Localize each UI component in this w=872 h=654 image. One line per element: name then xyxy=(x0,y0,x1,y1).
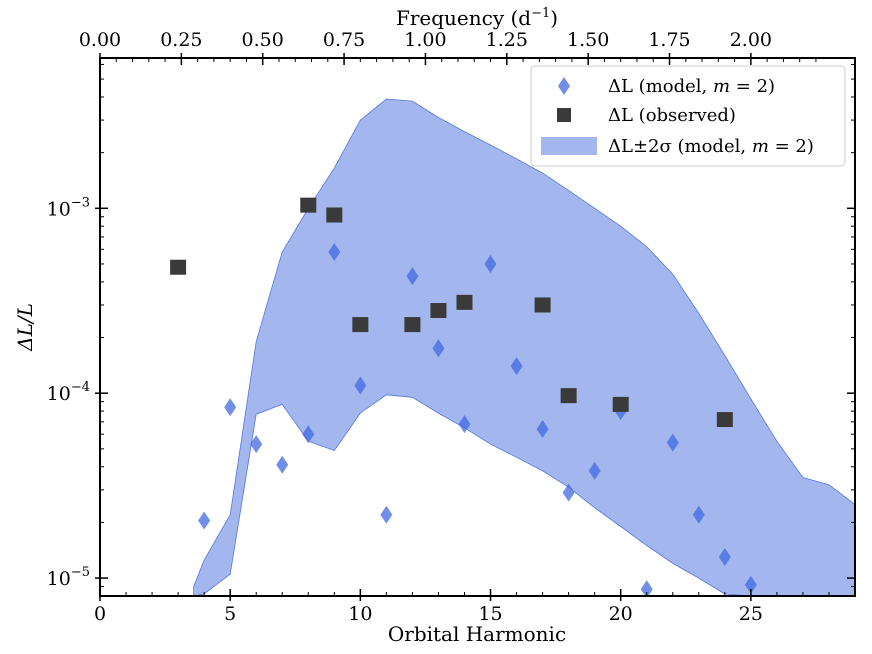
top-tick-label-0: 0.00 xyxy=(79,29,121,51)
model-point-1 xyxy=(224,398,237,417)
model-point-9 xyxy=(432,339,445,358)
top-tick-label-5: 1.25 xyxy=(486,29,528,51)
x-tick-label-1: 5 xyxy=(224,603,236,625)
observed-point-9 xyxy=(612,396,629,412)
observed-point-10 xyxy=(716,412,733,428)
model-point-15 xyxy=(588,461,601,480)
x-tick-label-3: 15 xyxy=(478,603,502,625)
model-point-3 xyxy=(276,455,289,474)
model-point-17 xyxy=(640,580,653,596)
legend-label-observed: ΔL (observed) xyxy=(608,105,736,126)
legend-label-model: ΔL (model, m = 2) xyxy=(608,76,775,97)
model-point-4 xyxy=(302,425,315,444)
observed-point-7 xyxy=(534,297,551,313)
legend-box xyxy=(530,65,846,167)
legend-label-band: ΔL±2σ (model, m = 2) xyxy=(608,136,814,157)
y-tick-label-2: 10−3 xyxy=(47,195,90,220)
observed-point-8 xyxy=(560,388,577,404)
model-point-13 xyxy=(536,420,549,439)
model-point-12 xyxy=(510,357,523,376)
model-point-20 xyxy=(718,548,731,567)
top-axis: 0.00 0.25 0.50 0.75 1.00 1.25 1.50 1.75 2.00 xyxy=(79,29,817,65)
model-point-21 xyxy=(744,575,757,594)
plot-frame xyxy=(99,57,856,597)
model-point-14 xyxy=(562,483,575,502)
top-tick-label-3: 0.75 xyxy=(323,29,365,51)
x-tick-label-4: 20 xyxy=(609,603,633,625)
confidence-band xyxy=(193,98,855,596)
x-axis: 0 5 10 15 20 25 xyxy=(94,589,830,625)
top-tick-label-4: 1.00 xyxy=(404,29,446,51)
top-axis-label: Frequency (d−1) xyxy=(396,6,558,30)
y-axis-label: ΔL/L xyxy=(13,303,37,352)
x-tick-label-0: 0 xyxy=(94,603,106,625)
legend-marker-observed xyxy=(557,108,571,122)
top-tick-label-8: 2.00 xyxy=(730,29,772,51)
observed-point-2 xyxy=(326,207,343,223)
top-tick-label-1: 0.25 xyxy=(160,29,202,51)
y-tick-label-1: 10−4 xyxy=(47,380,90,405)
x-tick-label-5: 25 xyxy=(739,603,763,625)
model-point-5 xyxy=(328,243,341,262)
top-tick-label-2: 0.50 xyxy=(242,29,284,51)
y-axis: 10−5 10−4 10−3 xyxy=(47,63,855,597)
observed-point-6 xyxy=(456,294,473,310)
x-axis-label: Orbital Harmonic xyxy=(388,622,566,646)
top-tick-label-7: 1.75 xyxy=(648,29,690,51)
model-point-18 xyxy=(666,433,679,452)
model-point-2 xyxy=(250,435,263,454)
observed-point-0 xyxy=(170,259,187,275)
legend-marker-model xyxy=(558,77,570,95)
x-tick-label-2: 10 xyxy=(348,603,372,625)
markers-layer xyxy=(170,197,757,596)
model-point-6 xyxy=(354,376,367,395)
observed-point-3 xyxy=(352,317,369,333)
model-point-10 xyxy=(458,415,471,434)
legend: ΔL (model, m = 2) ΔL (observed) ΔL±2σ (m… xyxy=(530,65,846,167)
observed-point-4 xyxy=(404,317,421,333)
model-point-0 xyxy=(198,511,211,530)
observed-point-5 xyxy=(430,303,447,319)
observed-point-1 xyxy=(300,197,317,213)
legend-swatch-band xyxy=(541,137,597,155)
model-point-19 xyxy=(692,505,705,524)
model-point-11 xyxy=(484,254,497,273)
y-tick-label-0: 10−5 xyxy=(47,565,90,590)
top-tick-label-6: 1.50 xyxy=(567,29,609,51)
model-point-7 xyxy=(380,505,393,524)
model-point-8 xyxy=(406,267,419,286)
